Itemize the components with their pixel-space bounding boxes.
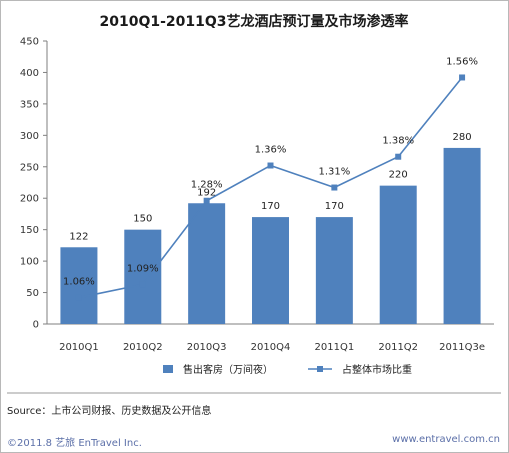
x-tick-label: 2010Q3 [187,342,227,353]
line-value-label: 1.31% [318,167,350,178]
x-tick-label: 2011Q2 [378,342,418,353]
bar [443,147,481,324]
line-marker [459,74,466,81]
source-note: Source：上市公司财报、历史数据及公开信息 [7,406,212,417]
bar [379,185,417,324]
bar [124,229,162,324]
line-value-label: 1.06% [63,277,95,288]
y-tick-label: 450 [20,37,39,48]
line-marker [267,162,274,169]
y-tick-label: 0 [33,320,39,331]
x-tick-label: 2011Q3e [439,342,485,353]
y-tick-label: 150 [20,225,39,236]
line-value-label: 1.38% [382,136,414,147]
bar-value-label: 150 [133,214,152,225]
line-value-label: 1.09% [127,263,159,274]
y-tick-label: 100 [20,257,39,268]
bar-value-label: 170 [261,201,280,212]
y-tick-label: 200 [20,194,39,205]
y-tick-label: 250 [20,162,39,173]
bar-value-label: 122 [69,231,88,242]
footer-copyright: ©2011.8 艺旅 EnTravel Inc. [7,438,142,449]
legend: 售出客房（万间夜） 占整体市场比重 [163,363,412,376]
bar-value-label: 192 [197,187,216,198]
line-marker [203,197,210,204]
line-value-label: 1.28% [191,180,223,191]
bar [252,217,289,324]
x-tick-label: 2010Q4 [251,342,291,353]
footer-url[interactable]: www.entravel.com.cn [392,434,500,445]
chart: 2010Q1-2011Q3艺龙酒店预订量及市场渗透率 0 50 100 150 200 2… [1,1,508,401]
line-value-label: 1.56% [446,56,478,67]
legend-swatch-bar [163,365,173,373]
bar [188,203,226,324]
legend-label-line: 占整体市场比重 [342,363,412,376]
bar-value-label: 280 [453,132,472,143]
legend-label-bar: 售出客房（万间夜） [183,363,273,376]
x-tick-label: 2010Q1 [59,342,99,353]
bar [315,217,353,324]
y-tick-label: 50 [26,288,39,299]
y-tick-label: 350 [20,99,39,110]
bar-value-label: 170 [325,201,344,212]
y-tick-label: 300 [20,131,39,142]
legend-marker-line [317,366,323,372]
line-value-label: 1.36% [255,145,287,156]
chart-title: 2010Q1-2011Q3艺龙酒店预订量及市场渗透率 [99,13,408,30]
line-marker [395,153,402,160]
x-tick-label: 2010Q2 [123,342,163,353]
line-marker [75,294,82,301]
line-marker [331,184,338,191]
line-marker [139,281,146,288]
bar-value-label: 220 [389,170,408,181]
x-tick-label: 2011Q1 [315,342,355,353]
bar [60,247,98,324]
y-tick-label: 400 [20,68,39,79]
